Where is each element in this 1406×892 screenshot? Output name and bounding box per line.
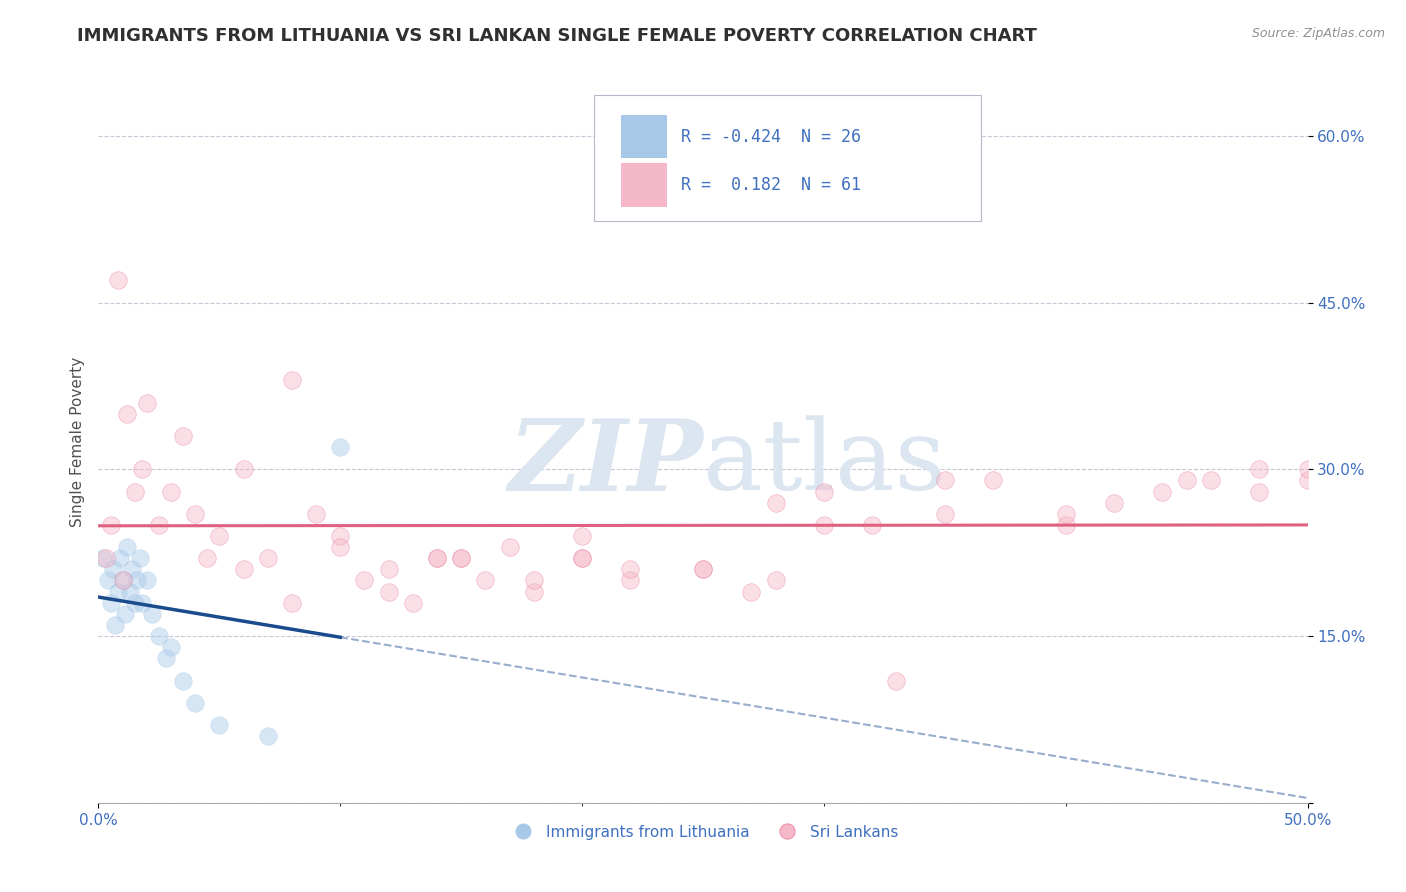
Point: [107, 273, 129, 287]
Point: [329, 440, 352, 454]
Point: [232, 562, 254, 576]
Text: IMMIGRANTS FROM LITHUANIA VS SRI LANKAN SINGLE FEMALE POVERTY CORRELATION CHART: IMMIGRANTS FROM LITHUANIA VS SRI LANKAN …: [77, 27, 1038, 45]
Point: [353, 574, 375, 588]
Point: [100, 517, 122, 532]
Point: [131, 462, 153, 476]
FancyBboxPatch shape: [621, 115, 666, 158]
Point: [692, 562, 714, 576]
Point: [1296, 462, 1319, 476]
Point: [172, 429, 194, 443]
Point: [104, 618, 127, 632]
Point: [377, 562, 399, 576]
Point: [195, 551, 218, 566]
Point: [571, 529, 593, 543]
Point: [619, 562, 641, 576]
Point: [172, 673, 194, 688]
Point: [208, 529, 231, 543]
Point: [619, 574, 641, 588]
Point: [377, 584, 399, 599]
Point: [256, 729, 278, 743]
Point: [256, 551, 278, 566]
Point: [91, 551, 114, 566]
Point: [1175, 474, 1198, 488]
Point: [692, 562, 714, 576]
Point: [117, 540, 139, 554]
Point: [523, 584, 546, 599]
Point: [127, 574, 149, 588]
Point: [934, 474, 956, 488]
Point: [111, 574, 134, 588]
Point: [329, 540, 352, 554]
Point: [117, 407, 139, 421]
Point: [765, 496, 787, 510]
Point: [523, 574, 546, 588]
Point: [860, 517, 883, 532]
Point: [402, 596, 425, 610]
Point: [184, 696, 207, 710]
Point: [740, 584, 762, 599]
Point: [114, 607, 136, 621]
Point: [148, 517, 170, 532]
Point: [94, 551, 117, 566]
Point: [118, 584, 141, 599]
Point: [1199, 474, 1222, 488]
Point: [135, 574, 157, 588]
Point: [1054, 517, 1077, 532]
Point: [131, 596, 153, 610]
Point: [281, 596, 304, 610]
Point: [124, 596, 146, 610]
Point: [160, 640, 183, 655]
Point: [813, 517, 835, 532]
Y-axis label: Single Female Poverty: Single Female Poverty: [69, 357, 84, 526]
FancyBboxPatch shape: [595, 95, 981, 221]
FancyBboxPatch shape: [621, 163, 666, 207]
Point: [184, 507, 207, 521]
Point: [1296, 474, 1319, 488]
Text: Source: ZipAtlas.com: Source: ZipAtlas.com: [1251, 27, 1385, 40]
Point: [124, 484, 146, 499]
Point: [571, 551, 593, 566]
Point: [155, 651, 177, 665]
Point: [981, 474, 1004, 488]
Point: [1249, 484, 1271, 499]
Point: [426, 551, 449, 566]
Point: [108, 551, 131, 566]
Point: [426, 551, 449, 566]
Point: [1102, 496, 1125, 510]
Point: [100, 596, 122, 610]
Text: R = -0.424  N = 26: R = -0.424 N = 26: [682, 128, 862, 145]
Point: [886, 673, 908, 688]
Point: [107, 584, 129, 599]
Point: [1152, 484, 1174, 499]
Point: [571, 551, 593, 566]
Point: [121, 562, 143, 576]
Point: [148, 629, 170, 643]
Point: [111, 574, 134, 588]
Point: [135, 395, 157, 409]
Point: [160, 484, 183, 499]
Text: ZIP: ZIP: [508, 415, 703, 511]
Point: [498, 540, 520, 554]
Point: [305, 507, 328, 521]
Point: [1249, 462, 1271, 476]
Point: [450, 551, 472, 566]
Point: [813, 484, 835, 499]
Text: atlas: atlas: [703, 416, 946, 511]
Point: [765, 574, 787, 588]
Point: [934, 507, 956, 521]
Point: [141, 607, 163, 621]
Point: [1054, 507, 1077, 521]
Point: [97, 574, 120, 588]
Text: R =  0.182  N = 61: R = 0.182 N = 61: [682, 176, 862, 194]
Point: [329, 529, 352, 543]
Point: [474, 574, 496, 588]
Point: [208, 718, 231, 732]
Point: [281, 373, 304, 387]
Point: [232, 462, 254, 476]
Point: [101, 562, 124, 576]
Legend: Immigrants from Lithuania, Sri Lankans: Immigrants from Lithuania, Sri Lankans: [501, 819, 905, 846]
Point: [128, 551, 150, 566]
Point: [450, 551, 472, 566]
